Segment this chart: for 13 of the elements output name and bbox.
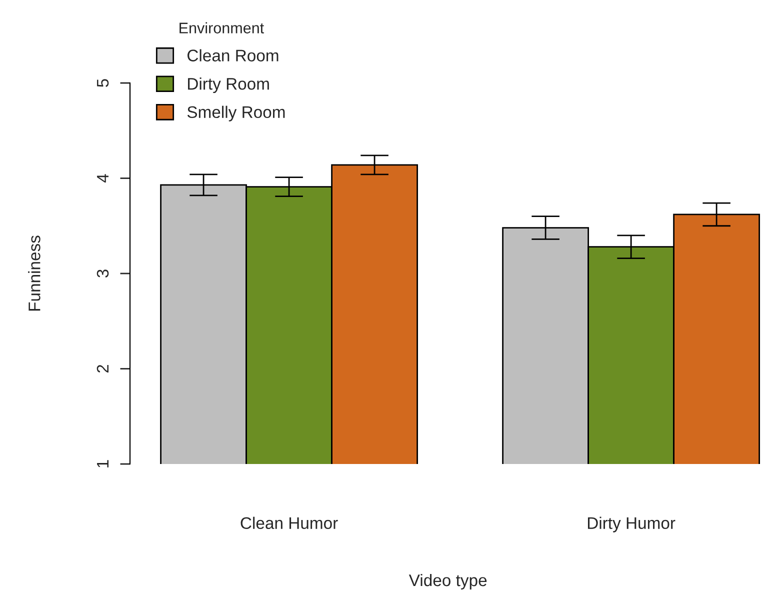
x-tick-label: Clean Humor — [240, 516, 338, 530]
legend-label: Clean Room — [188, 49, 278, 62]
legend-title: Environment — [180, 22, 264, 34]
legend-label: Dirty Room — [188, 78, 269, 94]
y-tick-label: 2 — [96, 364, 108, 373]
legend-label: Smelly Room — [187, 106, 285, 122]
y-tick-label: 3 — [96, 270, 109, 278]
y-tick-label: 4 — [97, 174, 108, 182]
x-axis-title: Video type — [408, 574, 487, 590]
y-tick-label: 5 — [97, 79, 109, 87]
x-tick-label: Dirty Humor — [588, 516, 676, 532]
y-axis-title: Funniness — [28, 236, 40, 311]
y-tick-label: 1 — [97, 460, 108, 468]
